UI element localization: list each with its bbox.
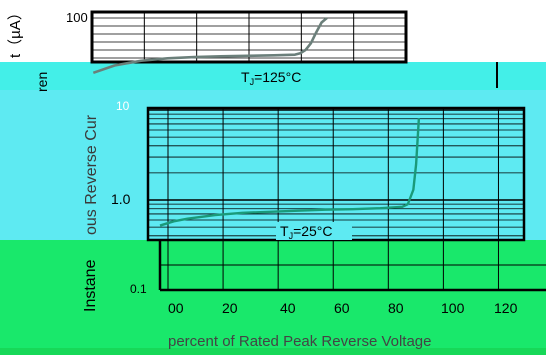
background-band-green — [0, 240, 546, 348]
y-tick-label-1: 1.0 — [111, 191, 131, 207]
series-label-25c: TJ=25°C — [276, 222, 352, 241]
grid-top-panel — [90, 10, 498, 88]
y-tick-label-100: 100 — [66, 10, 88, 25]
svg-text:TJ=25°C: TJ=25°C — [280, 223, 333, 241]
series-label-125c: TJ=125°C — [238, 68, 330, 87]
y-axis-title-fragment-top: t（µA） — [7, 5, 24, 58]
background-band-cyan-2 — [0, 90, 546, 240]
svg-text:TJ=125°C: TJ=125°C — [241, 69, 301, 87]
x-tick-label-40: 40 — [280, 300, 296, 316]
x-tick-label-80: 80 — [388, 300, 404, 316]
background-band-green-dark — [0, 348, 546, 355]
series-line-25c — [159, 118, 421, 227]
x-tick-label-0: 00 — [168, 300, 184, 316]
x-tick-label-60: 60 — [334, 300, 350, 316]
x-tick-label-120: 120 — [494, 300, 518, 316]
y-axis-title-fragment-bottom: Instane — [82, 259, 99, 312]
y-tick-label-10: 10 — [116, 99, 130, 113]
y-axis-title-fragment-ren: ren — [34, 72, 50, 92]
series-curves — [92, 17, 421, 227]
x-tick-label-100: 100 — [441, 300, 465, 316]
y-tick-label-0-1: 0.1 — [130, 282, 147, 296]
x-axis-title: percent of Rated Peak Reverse Voltage — [168, 333, 432, 350]
series-line-125c — [92, 17, 328, 75]
y-axis-title-fragment-main: ous Reverse Cur — [83, 114, 100, 235]
x-tick-labels: 00 20 40 60 80 100 120 — [168, 300, 518, 316]
grid-bottom-panel — [158, 240, 546, 292]
x-tick-label-20: 20 — [222, 300, 238, 316]
grid-main-panel — [146, 106, 526, 242]
